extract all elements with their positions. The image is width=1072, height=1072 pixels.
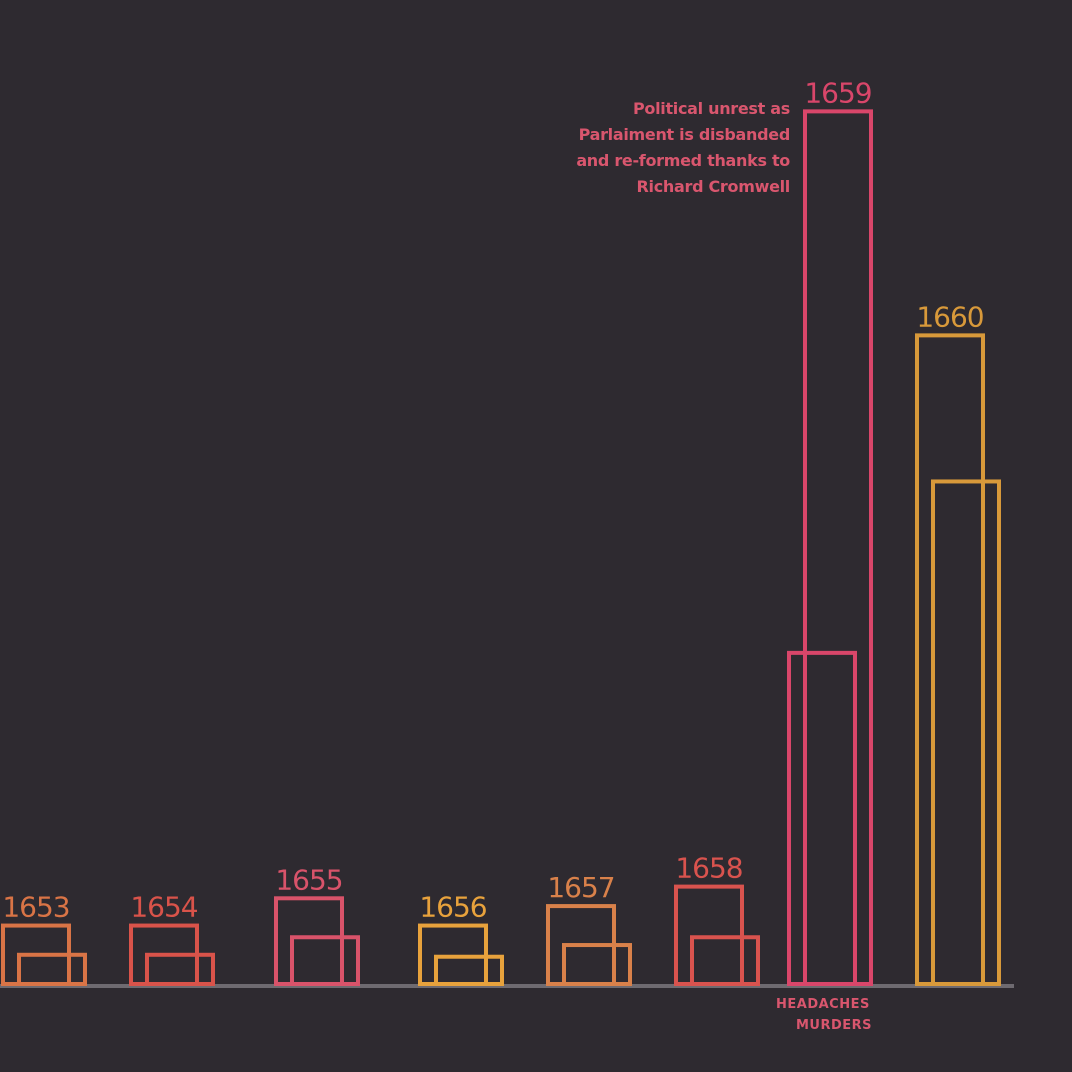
annotation-line: Richard Cromwell [636, 177, 791, 196]
year-label-1658: 1658 [675, 852, 742, 885]
bar-murders-1654 [145, 952, 215, 986]
year-label-1653: 1653 [2, 891, 69, 924]
bar-murders-1658 [690, 935, 760, 987]
bar-murders-1655 [290, 935, 360, 987]
year-label-1655: 1655 [275, 863, 342, 896]
bar-murders-1657 [562, 943, 632, 986]
year-label-1660: 1660 [916, 300, 983, 333]
bar-murders-1660 [931, 479, 1001, 986]
bar-murders-1659 [787, 650, 857, 986]
annotation-line: Political unrest as [632, 99, 790, 118]
bar-murders-1653 [17, 952, 87, 986]
annotation-line: Parlaiment is disbanded [578, 125, 791, 144]
bar-murders-1656 [434, 954, 504, 986]
bar-headaches-1660 [915, 333, 985, 986]
bar-headaches-1655 [274, 896, 344, 986]
legend-headaches: HEADACHES [776, 997, 870, 1012]
year-label-1657: 1657 [547, 871, 614, 904]
year-label-1654: 1654 [130, 891, 197, 924]
year-label-1656: 1656 [419, 891, 486, 924]
year-label-1659: 1659 [804, 76, 871, 109]
legend-murders: MURDERS [796, 1018, 873, 1033]
bar-headaches-1659 [803, 109, 873, 987]
annotation-line: and re-formed thanks to [576, 151, 790, 170]
annotation-text: Political unrest as Parlaiment is disban… [520, 96, 790, 200]
